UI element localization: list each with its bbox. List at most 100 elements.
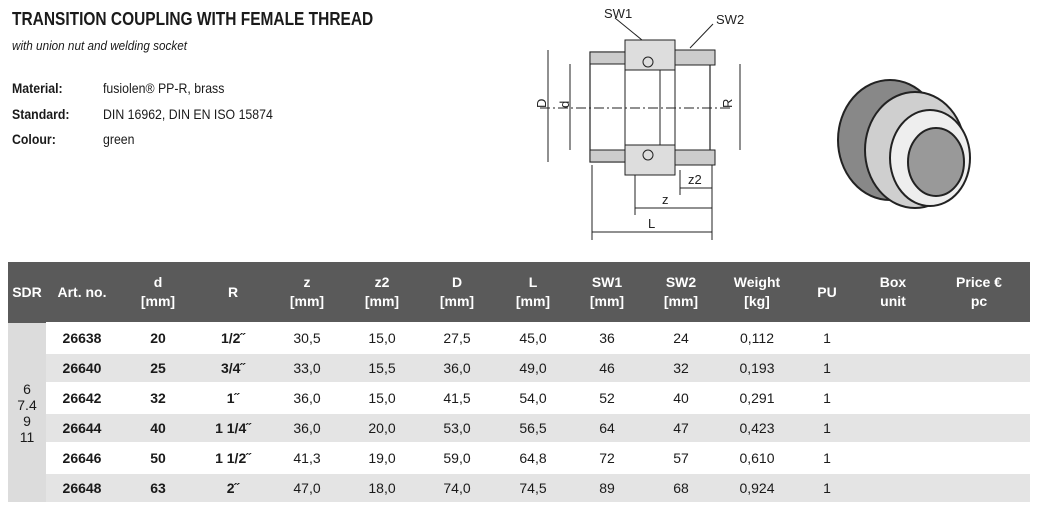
table-cell bbox=[928, 412, 1030, 443]
header-text: D bbox=[451, 274, 463, 290]
sdr-value: 11 bbox=[19, 428, 35, 445]
column-header: L [mm] bbox=[496, 262, 570, 323]
table-cell: 89 bbox=[570, 472, 644, 502]
table-cell bbox=[928, 472, 1030, 502]
table-cell: 32 bbox=[644, 352, 718, 383]
header-text: [mm] bbox=[289, 293, 325, 309]
header-text: Art. no. bbox=[57, 283, 107, 300]
column-header: Weight [kg] bbox=[718, 262, 796, 323]
column-header: Price € pc bbox=[928, 262, 1030, 323]
product-image bbox=[837, 79, 971, 209]
table-cell: 0,112 bbox=[718, 322, 796, 353]
table-cell: 74,5 bbox=[496, 472, 570, 502]
title: TRANSITION COUPLING WITH FEMALE THREAD bbox=[12, 9, 374, 29]
sdr-value: 6 bbox=[23, 380, 31, 397]
table-cell: 3/4˝ bbox=[198, 352, 268, 383]
header-text: z2 bbox=[374, 274, 390, 290]
table-cell bbox=[858, 442, 928, 473]
table-cell: 68 bbox=[644, 472, 718, 502]
header-text: PU bbox=[817, 283, 837, 300]
column-header: d [mm] bbox=[118, 262, 198, 323]
table-cell: 40 bbox=[118, 412, 198, 443]
column-header: Art. no. bbox=[46, 262, 118, 323]
table-cell bbox=[858, 412, 928, 443]
header-text: unit bbox=[880, 293, 906, 309]
property-label: Standard: bbox=[12, 105, 70, 122]
table-cell: 36 bbox=[570, 322, 644, 353]
table-cell: 26640 bbox=[46, 352, 118, 383]
table-cell: 0,610 bbox=[718, 442, 796, 473]
property-value: DIN 16962, DIN EN ISO 15874 bbox=[103, 105, 273, 122]
table-cell: 1 bbox=[796, 472, 858, 502]
table-cell: 0,423 bbox=[718, 412, 796, 443]
table-cell: 26648 bbox=[46, 472, 118, 502]
table-cell: 59,0 bbox=[418, 442, 496, 473]
sdr-cell: 6 7.4 9 11 bbox=[8, 323, 46, 502]
table-cell: 74,0 bbox=[418, 472, 496, 502]
table-cell: 64,8 bbox=[496, 442, 570, 473]
table-row: 26644 40 1 1/4˝ 36,0 20,0 53,0 56,5 64 47 0,423 1 bbox=[8, 412, 1030, 443]
property-value: fusiolen® PP-R, brass bbox=[103, 80, 225, 96]
table-cell: 47,0 bbox=[268, 472, 346, 502]
header-text: z bbox=[303, 274, 311, 290]
table-cell: 1 bbox=[796, 382, 858, 413]
column-header: R bbox=[198, 262, 268, 323]
table-cell bbox=[928, 322, 1030, 353]
table-cell: 20 bbox=[118, 322, 198, 353]
table-cell bbox=[858, 322, 928, 353]
table-cell: 1 1/2˝ bbox=[198, 442, 268, 473]
table-cell: 63 bbox=[118, 472, 198, 502]
table-cell: 56,5 bbox=[496, 412, 570, 443]
column-header: D [mm] bbox=[418, 262, 496, 323]
table-cell: 32 bbox=[118, 382, 198, 413]
table-cell: 1 bbox=[796, 442, 858, 473]
header-text: SW2 bbox=[665, 274, 697, 290]
header-text: R bbox=[227, 283, 239, 300]
table-cell: 36,0 bbox=[268, 412, 346, 443]
table-cell: 64 bbox=[570, 412, 644, 443]
header-text: SDR bbox=[12, 284, 42, 300]
table-cell: 2˝ bbox=[198, 472, 268, 502]
table-row: 6 7.4 9 11 26638 20 1/2˝ 30,5 15,0 27,5 45,0 36 24 0,… bbox=[8, 322, 1030, 502]
diagram: SW1 SW2 D d R z2 z L bbox=[534, 6, 744, 240]
header-text: [kg] bbox=[744, 293, 770, 309]
column-header: PU bbox=[796, 262, 858, 323]
label-R: R bbox=[720, 99, 735, 108]
table-cell: 41,3 bbox=[268, 442, 346, 473]
label-z2: z2 bbox=[688, 172, 702, 187]
header-text: [mm] bbox=[515, 293, 551, 309]
table-cell: 19,0 bbox=[346, 442, 418, 473]
column-header: SW2 [mm] bbox=[644, 262, 718, 323]
header-text: Price € bbox=[956, 274, 1002, 290]
table-cell: 30,5 bbox=[268, 322, 346, 353]
header-text: [mm] bbox=[439, 293, 475, 309]
table-cell: 1 1/4˝ bbox=[198, 412, 268, 443]
property-value: green bbox=[103, 131, 135, 147]
table-cell: 57 bbox=[644, 442, 718, 473]
header-text: Weight bbox=[733, 274, 781, 290]
header-text: SW1 bbox=[591, 274, 623, 290]
table-cell: 18,0 bbox=[346, 472, 418, 502]
column-header: SDR bbox=[8, 262, 46, 323]
sdr-value: 7.4 bbox=[17, 396, 37, 413]
table-cell bbox=[928, 442, 1030, 473]
table-cell: 26642 bbox=[46, 382, 118, 413]
table-cell: 41,5 bbox=[418, 382, 496, 413]
table-cell: 25 bbox=[118, 352, 198, 383]
header-text: [mm] bbox=[140, 293, 176, 309]
header-text: [mm] bbox=[364, 293, 400, 309]
header-text: L bbox=[528, 274, 538, 290]
table-cell: 26638 bbox=[46, 322, 118, 353]
label-z: z bbox=[662, 192, 669, 207]
table-row: 26646 50 1 1/2˝ 41,3 19,0 59,0 64,8 72 57 0,610 1 bbox=[8, 442, 1030, 473]
label-L: L bbox=[648, 216, 655, 231]
property-label: Material: bbox=[12, 80, 63, 96]
table-cell: 1/2˝ bbox=[198, 322, 268, 353]
table-cell: 26646 bbox=[46, 442, 118, 473]
label-sw1: SW1 bbox=[604, 6, 632, 21]
table-cell: 0,291 bbox=[718, 382, 796, 413]
table-cell: 36,0 bbox=[418, 352, 496, 383]
table-cell: 54,0 bbox=[496, 382, 570, 413]
table-cell: 45,0 bbox=[496, 322, 570, 353]
